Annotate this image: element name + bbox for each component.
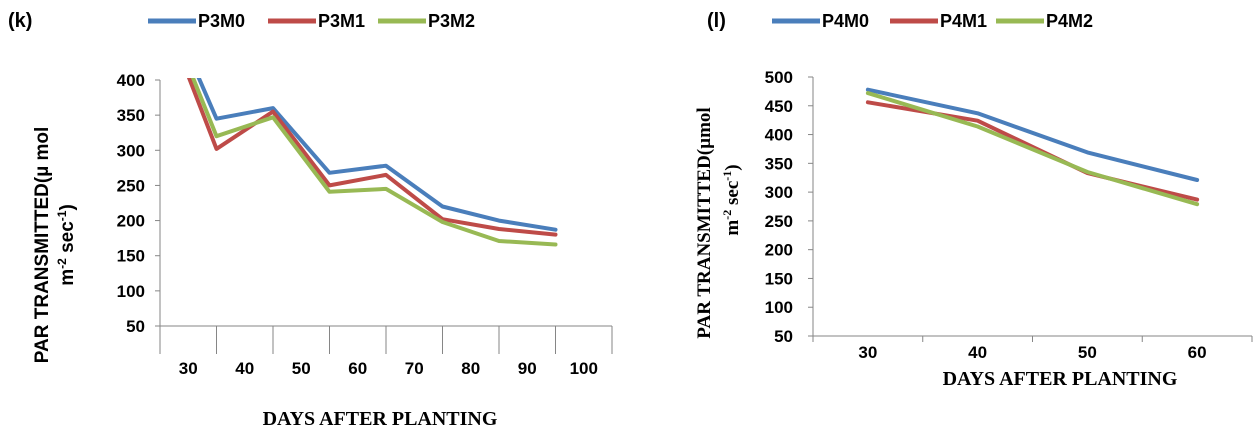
y-tick-label-400: 400: [117, 71, 145, 90]
y-tick-label-350: 350: [117, 106, 145, 125]
legend-k: P3M0 P3M1 P3M2: [148, 11, 475, 31]
x-tick-label-90: 90: [518, 359, 537, 378]
y-tick-label-200: 200: [117, 212, 145, 231]
y-tick-label-250: 250: [765, 212, 793, 231]
series-line-P3M1: [186, 78, 558, 237]
y-axis-title-line2-k: m-2 sec-1): [55, 204, 78, 286]
y-tick-label-50: 50: [126, 317, 145, 336]
y-tick-label-300: 300: [117, 141, 145, 160]
x-tick-label-40: 40: [968, 343, 987, 362]
series-line-P3M0: [196, 78, 558, 232]
legend-label-P3M2: P3M2: [428, 11, 475, 31]
legend-label-P3M0: P3M0: [198, 11, 245, 31]
y-tick-label-500: 500: [765, 68, 793, 87]
series-line-P4M2: [865, 91, 1200, 207]
y-axis-title-line2-l: m-2 sec-1): [720, 164, 743, 235]
panel-label-l: (l): [707, 10, 726, 32]
y-axis-l: 50 100 150 200 250 300 350 400 450 500: [765, 68, 814, 346]
series-group-l: [865, 87, 1200, 207]
x-tick-label-60: 60: [1188, 343, 1207, 362]
y-tick-label-450: 450: [765, 97, 793, 116]
y-tick-label-200: 200: [765, 241, 793, 260]
y-tick-label-150: 150: [765, 269, 793, 288]
x-axis-k: 30 40 50 60 70 80 90 100: [159, 325, 613, 378]
x-tick-label-30: 30: [858, 343, 877, 362]
x-tick-label-70: 70: [405, 359, 424, 378]
y-tick-label-50: 50: [774, 327, 793, 346]
x-tick-label-40: 40: [235, 359, 254, 378]
series-line-P3M2: [190, 78, 558, 247]
y-tick-label-300: 300: [765, 183, 793, 202]
x-tick-label-50: 50: [1078, 343, 1097, 362]
y-tick-label-400: 400: [765, 126, 793, 145]
legend-label-P4M0: P4M0: [822, 11, 869, 31]
x-axis-l: 30 40 50 60: [812, 335, 1253, 362]
legend-l: P4M0 P4M1 P4M2: [772, 11, 1093, 31]
x-axis-title-l: DAYS AFTER PLANTING: [943, 368, 1178, 390]
legend-label-P4M1: P4M1: [940, 11, 987, 31]
chart-panel-k: (k) P3M0 P3M1 P3M2 50 100 150 200 250 300 350 400…: [8, 10, 613, 430]
y-tick-label-100: 100: [765, 298, 793, 317]
x-tick-label-30: 30: [179, 359, 198, 378]
y-axis-title-line1-l: PAR TRANSMITTED(µmol: [694, 107, 715, 338]
y-axis-title-line1-k: PAR TRANSMITTED(µ mol: [32, 127, 53, 363]
x-axis-title-k: DAYS AFTER PLANTING: [263, 408, 498, 430]
legend-label-P4M2: P4M2: [1046, 11, 1093, 31]
y-tick-label-100: 100: [117, 282, 145, 301]
chart-panel-l: (l) P4M0 P4M1 P4M2 50 100 150 200 250 300 350 400…: [694, 10, 1253, 390]
y-tick-label-350: 350: [765, 154, 793, 173]
panel-label-k: (k): [8, 10, 32, 32]
y-axis-k: 50 100 150 200 250 300 350 400: [117, 71, 161, 336]
y-tick-label-250: 250: [117, 176, 145, 195]
series-line-P4M0: [865, 87, 1200, 182]
series-group-k: [186, 78, 558, 247]
y-tick-label-150: 150: [117, 247, 145, 266]
x-tick-label-50: 50: [292, 359, 311, 378]
x-tick-label-60: 60: [348, 359, 367, 378]
x-tick-label-100: 100: [570, 359, 598, 378]
legend-label-P3M1: P3M1: [318, 11, 365, 31]
x-tick-label-80: 80: [461, 359, 480, 378]
